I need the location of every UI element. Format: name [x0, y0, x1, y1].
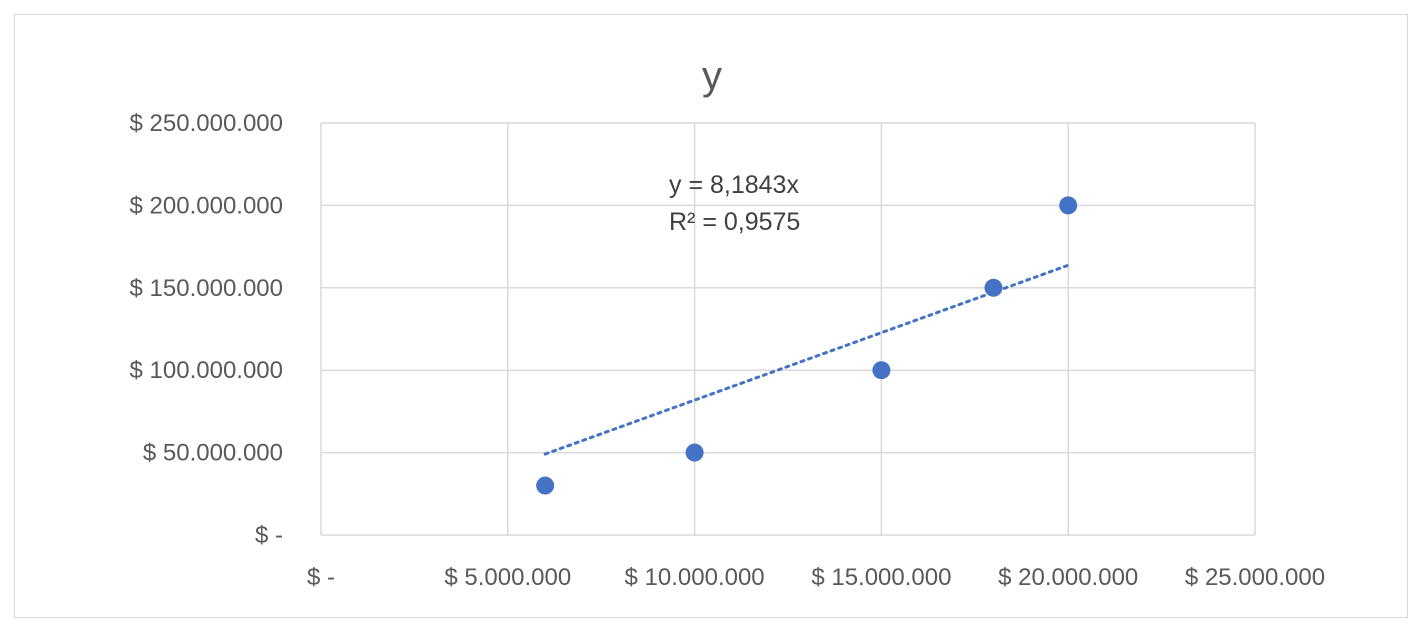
y-axis-tick-labels: $ - $ 50.000.000 $ 100.000.000 $ 150.000.00…	[130, 110, 283, 549]
trendline-layer	[543, 263, 1070, 456]
y-tick-label: $ 200.000.000	[130, 192, 283, 219]
x-tick-label: $ 20.000.000	[998, 564, 1138, 591]
chart-title: y	[702, 54, 722, 98]
trendline	[543, 263, 1070, 456]
data-point	[872, 361, 891, 380]
data-point	[1059, 196, 1078, 215]
scatter-chart: y $ - $ 50.000.000 $ 100.000.000 $ 150.000.…	[130, 54, 1326, 591]
x-tick-label: $ 15.000.000	[811, 564, 951, 591]
chart-frame: y $ - $ 50.000.000 $ 100.000.000 $ 150.000.…	[14, 14, 1408, 618]
y-tick-label: $ 250.000.000	[130, 110, 283, 137]
x-tick-label: $ 5.000.000	[444, 564, 571, 591]
x-tick-label: $ 25.000.000	[1185, 564, 1325, 591]
trendline-r2-label: R² = 0,9575	[669, 208, 800, 236]
data-point	[984, 278, 1003, 297]
y-tick-label: $ -	[255, 522, 283, 549]
y-tick-label: $ 150.000.000	[130, 275, 283, 302]
data-points	[536, 196, 1078, 495]
data-point	[685, 443, 704, 462]
trendline-equation-label: y = 8,1843x	[669, 171, 799, 199]
grid-lines	[320, 122, 1256, 536]
trendline-equation: y = 8,1843x R² = 0,9575	[669, 171, 800, 236]
y-tick-label: $ 50.000.000	[143, 440, 283, 467]
y-tick-label: $ 100.000.000	[130, 357, 283, 384]
x-axis-tick-labels: $ - $ 5.000.000 $ 10.000.000 $ 15.000.000 $ …	[307, 564, 1325, 591]
x-tick-label: $ 10.000.000	[625, 564, 765, 591]
x-tick-label: $ -	[307, 564, 335, 591]
data-point	[536, 476, 555, 495]
